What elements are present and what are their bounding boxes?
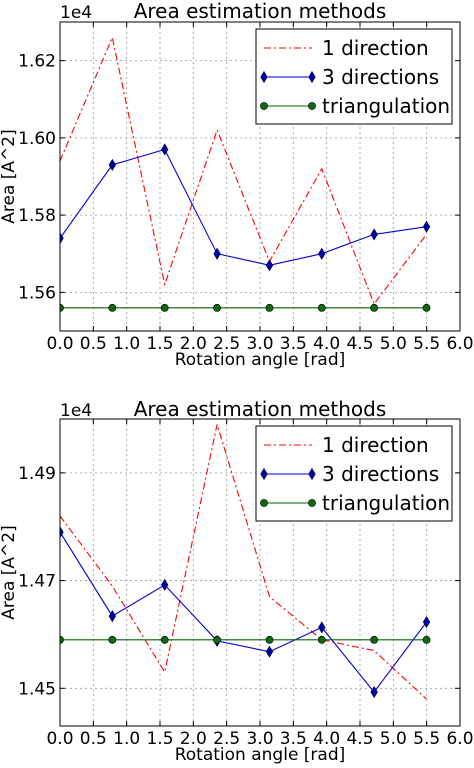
- x-tick-label: 5.5: [413, 334, 440, 354]
- x-tick-label: 6.0: [446, 729, 473, 749]
- legend-marker: [308, 499, 315, 506]
- x-tick-label: 0.0: [46, 334, 73, 354]
- data-point: [266, 304, 273, 311]
- legend-label: 3 directions: [322, 462, 439, 486]
- x-tick-label: 1.5: [146, 334, 173, 354]
- x-axis-label: Rotation angle [rad]: [175, 350, 346, 370]
- x-tick-label: 6.0: [446, 334, 473, 354]
- data-point: [109, 304, 116, 311]
- x-tick-label: 1.5: [146, 729, 173, 749]
- legend-label: triangulation: [322, 94, 450, 118]
- data-point: [318, 304, 325, 311]
- y-tick-label: 1.45: [18, 679, 56, 699]
- data-point: [161, 304, 168, 311]
- data-point: [371, 304, 378, 311]
- legend: 1 direction 3 directions triangulation: [256, 29, 452, 124]
- chart-title: Area estimation methods: [134, 0, 387, 23]
- x-tick-label: 1.0: [113, 334, 140, 354]
- y-tick-label: 1.60: [18, 129, 56, 149]
- data-point: [371, 636, 378, 643]
- x-tick-label: 1.0: [113, 729, 140, 749]
- data-point: [161, 636, 168, 643]
- y-tick-label: 1.47: [18, 572, 56, 592]
- legend-label: 1 direction: [322, 433, 429, 457]
- chart-title: Area estimation methods: [134, 397, 387, 421]
- x-tick-label: 5.0: [380, 729, 407, 749]
- data-point: [318, 636, 325, 643]
- y-axis-label: Area [A^2]: [0, 525, 19, 619]
- legend-label: 3 directions: [322, 65, 439, 89]
- legend-marker: [308, 102, 315, 109]
- data-point: [423, 636, 430, 643]
- y-tick-label: 1.58: [18, 206, 56, 226]
- legend-marker: [260, 499, 267, 506]
- x-tick-label: 5.0: [380, 334, 407, 354]
- data-point: [213, 304, 220, 311]
- legend-label: triangulation: [322, 491, 450, 515]
- legend-marker: [260, 102, 267, 109]
- y-axis-label: Area [A^2]: [0, 129, 19, 223]
- x-tick-label: 0.0: [46, 729, 73, 749]
- y-tick-label: 1.56: [18, 283, 56, 303]
- x-axis-label: Rotation angle [rad]: [175, 745, 346, 764]
- x-tick-label: 5.5: [413, 729, 440, 749]
- x-tick-label: 0.5: [80, 334, 107, 354]
- data-point: [423, 304, 430, 311]
- legend-label: 1 direction: [322, 36, 429, 60]
- axis-offset-label: 1e4: [60, 401, 92, 421]
- x-tick-label: 0.5: [80, 729, 107, 749]
- data-point: [266, 636, 273, 643]
- axis-offset-label: 1e4: [60, 3, 92, 23]
- legend: 1 direction 3 directions triangulation: [256, 426, 452, 521]
- x-tick-label: 4.5: [346, 729, 373, 749]
- y-tick-label: 1.62: [18, 52, 56, 72]
- data-point: [109, 636, 116, 643]
- data-point: [213, 636, 220, 643]
- y-tick-label: 1.49: [18, 464, 56, 484]
- x-tick-label: 4.5: [346, 334, 373, 354]
